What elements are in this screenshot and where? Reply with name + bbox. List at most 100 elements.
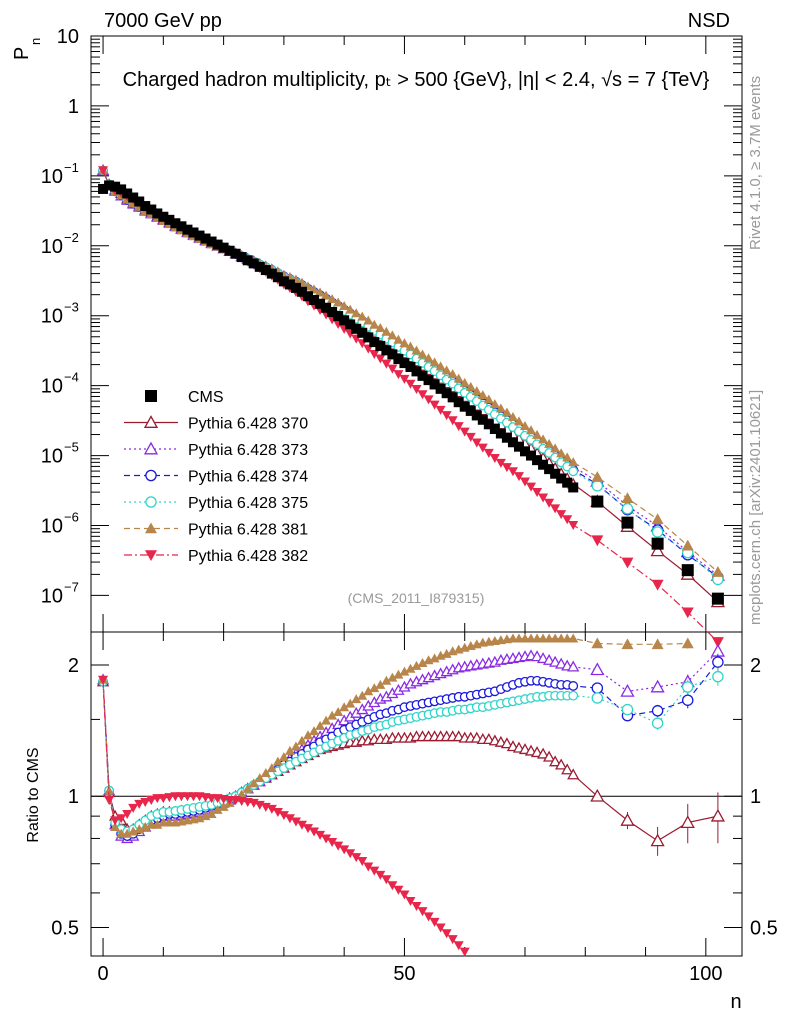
- data-point: [483, 448, 494, 458]
- data-point: [369, 683, 380, 693]
- data-point: [495, 403, 506, 413]
- main-ytick-label: 10: [41, 236, 63, 258]
- data-point: [459, 401, 470, 412]
- data-point: [495, 428, 506, 439]
- data-point: [333, 297, 344, 307]
- data-point: [206, 236, 217, 247]
- main-ytick-exp: −7: [64, 579, 79, 594]
- data-point: [650, 543, 665, 557]
- data-point: [145, 390, 157, 402]
- data-point: [98, 166, 109, 176]
- main-ylabel: P: [11, 47, 33, 60]
- data-point: [303, 730, 313, 740]
- data-point: [711, 592, 724, 605]
- data-point: [651, 717, 664, 729]
- data-point: [651, 579, 664, 591]
- data-point: [393, 354, 404, 365]
- data-point: [550, 504, 561, 514]
- data-point: [544, 498, 555, 508]
- data-point: [296, 286, 307, 297]
- data-point: [621, 703, 634, 716]
- data-point: [351, 853, 362, 863]
- data-point: [441, 929, 452, 939]
- data-point: [435, 405, 446, 415]
- data-point: [650, 679, 665, 693]
- data-point: [441, 388, 452, 399]
- data-point: [568, 633, 579, 643]
- data-point: [315, 287, 326, 297]
- data-point: [145, 522, 157, 534]
- main-ytick-label: 10: [41, 585, 63, 607]
- xtick-label: 0: [97, 963, 108, 985]
- data-point: [363, 332, 374, 343]
- data-point: [562, 515, 573, 525]
- data-point: [290, 817, 301, 827]
- data-point: [393, 370, 404, 380]
- data-point: [212, 804, 223, 814]
- data-point: [357, 327, 368, 338]
- data-point: [712, 656, 724, 668]
- data-point: [381, 359, 392, 369]
- data-point: [501, 432, 512, 443]
- data-point: [591, 637, 604, 649]
- data-point: [363, 315, 374, 325]
- data-point: [309, 726, 320, 736]
- data-point: [272, 272, 283, 283]
- data-point: [417, 349, 428, 359]
- data-point: [710, 808, 725, 822]
- data-point: [651, 537, 664, 550]
- main-ylabel-sub: n: [28, 38, 43, 45]
- data-point: [399, 890, 410, 900]
- legend-item: Pythia 6.428 375: [124, 495, 308, 512]
- data-point: [284, 745, 295, 755]
- data-point: [266, 268, 277, 279]
- data-point: [387, 672, 398, 682]
- data-point: [423, 375, 434, 386]
- data-point: [651, 705, 664, 717]
- data-point: [164, 214, 175, 225]
- data-point: [507, 467, 518, 477]
- data-point: [145, 550, 157, 561]
- energy-label: 7000 GeV pp: [104, 10, 222, 32]
- data-point: [650, 833, 665, 847]
- data-point: [489, 399, 500, 409]
- data-point: [375, 340, 386, 351]
- data-point: [417, 907, 428, 917]
- data-point: [520, 446, 530, 457]
- data-point: [555, 657, 568, 669]
- data-point: [303, 824, 313, 834]
- data-point: [556, 510, 567, 520]
- data-point: [429, 357, 440, 367]
- legend-item: Pythia 6.428 381: [124, 522, 308, 539]
- legend-item: Pythia 6.428 370: [124, 415, 308, 433]
- data-point: [591, 692, 604, 704]
- legend-label: CMS: [188, 389, 224, 406]
- data-point: [315, 298, 326, 309]
- data-point: [143, 441, 159, 455]
- data-point: [429, 400, 440, 410]
- data-point: [230, 248, 241, 259]
- data-point: [357, 311, 368, 321]
- data-point: [158, 794, 169, 804]
- data-point: [218, 242, 229, 253]
- data-point: [549, 755, 562, 767]
- main-ytick-exp: −2: [64, 230, 79, 245]
- data-point: [590, 788, 605, 802]
- data-point: [711, 566, 724, 577]
- data-point: [538, 434, 549, 444]
- main-ytick-label: 10: [41, 376, 63, 398]
- data-point: [411, 660, 422, 670]
- data-point: [532, 455, 543, 466]
- data-point: [143, 415, 159, 428]
- data-point: [544, 464, 555, 475]
- data-point: [110, 181, 121, 192]
- data-point: [104, 180, 115, 191]
- plot-title: Charged hadron multiplicity, pₜ > 500 {G…: [123, 69, 710, 91]
- data-point: [290, 282, 301, 293]
- data-point: [489, 453, 500, 463]
- data-point: [536, 652, 550, 664]
- data-point: [411, 366, 422, 377]
- data-point: [158, 211, 169, 222]
- data-point: [568, 690, 579, 701]
- data-point: [339, 845, 350, 855]
